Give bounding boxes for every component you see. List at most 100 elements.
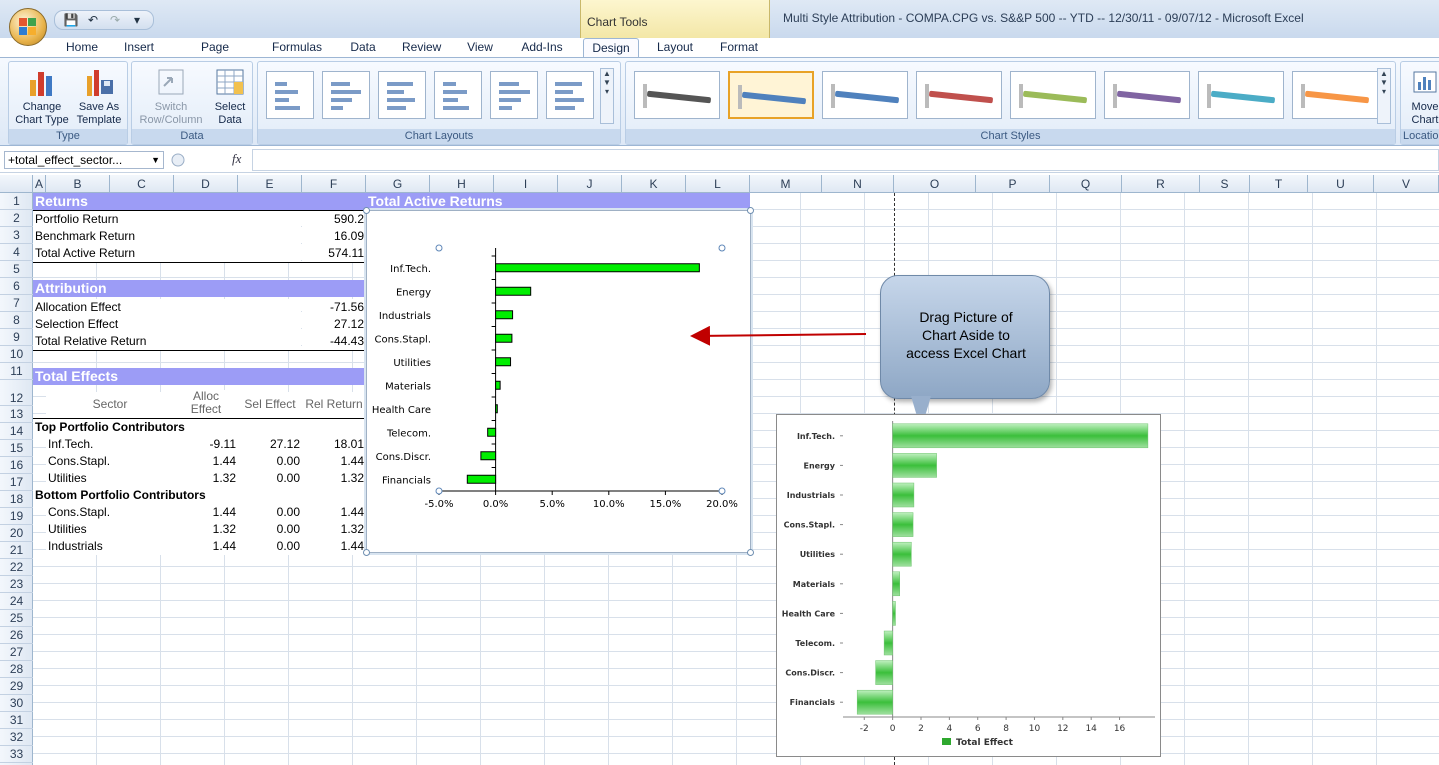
styles-gallery-scroll[interactable]: ▲ ▼ ▾ [1377, 68, 1391, 124]
tab-insert[interactable]: Insert [124, 40, 155, 54]
total-effects-header[interactable]: Total Effects [33, 368, 366, 385]
bar-materials[interactable] [495, 380, 501, 390]
switch-row-column-button[interactable]: Switch Row/Column [134, 66, 208, 127]
selection-effect-value[interactable]: 27.12 [302, 316, 366, 333]
row-header-2[interactable]: 2 [0, 210, 33, 227]
tab-page-layout[interactable]: Page Layout [197, 40, 233, 72]
alloc-effect-header[interactable]: Alloc Effect [174, 390, 238, 418]
column-header-V[interactable]: V [1374, 175, 1439, 193]
row-header-19[interactable]: 19 [0, 508, 33, 525]
total-active-returns-header[interactable]: Total Active Returns [366, 193, 750, 210]
chart-layout-6[interactable] [546, 71, 594, 119]
sel-effect-cell[interactable]: 0.00 [238, 504, 302, 521]
row-header-8[interactable]: 8 [0, 312, 33, 329]
row-header-28[interactable]: 28 [0, 661, 33, 678]
returns-header[interactable]: Returns [33, 193, 366, 210]
column-header-A[interactable]: A [33, 175, 46, 193]
rel-return-cell[interactable]: 1.32 [302, 521, 366, 538]
chart-layout-5[interactable] [490, 71, 538, 119]
row-header-14[interactable]: 14 [0, 423, 33, 440]
formula-input[interactable] [252, 149, 1439, 171]
chart-style-4[interactable] [916, 71, 1002, 119]
column-header-U[interactable]: U [1308, 175, 1374, 193]
move-chart-button[interactable]: Move Chart [1403, 66, 1439, 127]
rel-return-cell[interactable]: 18.01 [302, 436, 366, 453]
tab-add-ins[interactable]: Add-Ins [521, 40, 563, 54]
allocation-effect-label[interactable]: Allocation Effect [33, 299, 301, 316]
sel-effect-header[interactable]: Sel Effect [238, 392, 302, 418]
chart-layout-4[interactable] [434, 71, 482, 119]
chart-resize-handle[interactable] [363, 549, 370, 556]
office-button[interactable] [9, 8, 47, 46]
alloc-effect-cell[interactable]: 1.44 [174, 453, 238, 470]
tab-layout[interactable]: Layout [656, 40, 694, 54]
bar-utilities[interactable] [495, 357, 512, 367]
column-header-O[interactable]: O [894, 175, 976, 193]
benchmark-return-label[interactable]: Benchmark Return [33, 228, 301, 245]
row-header-32[interactable]: 32 [0, 729, 33, 746]
bar-industrials[interactable] [495, 310, 514, 320]
row-header-11[interactable]: 11 [0, 363, 33, 380]
plot-area-handle[interactable] [718, 244, 726, 252]
row-header-10[interactable]: 10 [0, 346, 33, 363]
chart-style-8[interactable] [1292, 71, 1378, 119]
column-header-B[interactable]: B [46, 175, 110, 193]
chart-style-7[interactable] [1198, 71, 1284, 119]
alloc-effect-cell[interactable]: 1.44 [174, 504, 238, 521]
row-header-1[interactable]: 1 [0, 193, 33, 210]
column-header-K[interactable]: K [622, 175, 686, 193]
column-header-C[interactable]: C [110, 175, 174, 193]
benchmark-return-value[interactable]: 16.09 [302, 228, 366, 245]
portfolio-return-label[interactable]: Portfolio Return [33, 211, 301, 228]
bar-health-care[interactable] [495, 404, 498, 414]
alloc-effect-cell[interactable]: -9.11 [174, 436, 238, 453]
row-header-26[interactable]: 26 [0, 627, 33, 644]
insert-function-icon[interactable]: fx [232, 151, 242, 166]
sector-header[interactable]: Sector [46, 392, 174, 418]
sector-cell[interactable]: Industrials [46, 538, 174, 555]
row-header-5[interactable]: 5 [0, 261, 33, 278]
chart-resize-handle[interactable] [747, 207, 754, 214]
column-header-Q[interactable]: Q [1050, 175, 1122, 193]
column-header-G[interactable]: G [366, 175, 430, 193]
total-relative-return-label[interactable]: Total Relative Return [33, 333, 301, 350]
rel-return-cell[interactable]: 1.44 [302, 504, 366, 521]
sel-effect-cell[interactable]: 0.00 [238, 538, 302, 555]
column-header-S[interactable]: S [1200, 175, 1250, 193]
column-header-P[interactable]: P [976, 175, 1050, 193]
tab-format[interactable]: Format [720, 40, 759, 54]
sel-effect-cell[interactable]: 0.00 [238, 521, 302, 538]
top-contributors-label[interactable]: Top Portfolio Contributors [33, 419, 366, 436]
bar-cons-stapl-[interactable] [892, 512, 914, 537]
row-header-15[interactable]: 15 [0, 440, 33, 457]
row-header-3[interactable]: 3 [0, 227, 33, 244]
chart-picture[interactable]: Inf.Tech. Energy Industrials Cons.Stapl. Uti… [776, 414, 1161, 757]
tab-formulas[interactable]: Formulas [272, 40, 323, 54]
alloc-effect-cell[interactable]: 1.44 [174, 538, 238, 555]
chart-style-3[interactable] [822, 71, 908, 119]
row-header-29[interactable]: 29 [0, 678, 33, 695]
chart-style-1[interactable] [634, 71, 720, 119]
column-header-I[interactable]: I [494, 175, 558, 193]
sector-cell[interactable]: Utilities [46, 470, 174, 487]
tab-data[interactable]: Data [350, 40, 376, 54]
column-header-M[interactable]: M [750, 175, 822, 193]
tab-design[interactable]: Design [583, 38, 639, 58]
row-header-7[interactable]: 7 [0, 295, 33, 312]
bar-financials[interactable] [466, 474, 497, 484]
name-box-dropdown-icon[interactable]: ▼ [151, 155, 160, 165]
row-header-27[interactable]: 27 [0, 644, 33, 661]
customize-qat-icon[interactable]: ▾ [133, 13, 141, 27]
layouts-gallery-scroll[interactable]: ▲ ▼ ▾ [600, 68, 614, 124]
tab-home[interactable]: Home [66, 40, 99, 54]
chart-style-2[interactable] [728, 71, 814, 119]
column-header-D[interactable]: D [174, 175, 238, 193]
chart-style-6[interactable] [1104, 71, 1190, 119]
sector-cell[interactable]: Cons.Stapl. [46, 453, 174, 470]
bar-financials[interactable] [856, 689, 893, 715]
row-header-13[interactable]: 13 [0, 406, 33, 423]
rel-return-cell[interactable]: 1.32 [302, 470, 366, 487]
column-header-L[interactable]: L [686, 175, 750, 193]
row-header-17[interactable]: 17 [0, 474, 33, 491]
row-header-22[interactable]: 22 [0, 559, 33, 576]
